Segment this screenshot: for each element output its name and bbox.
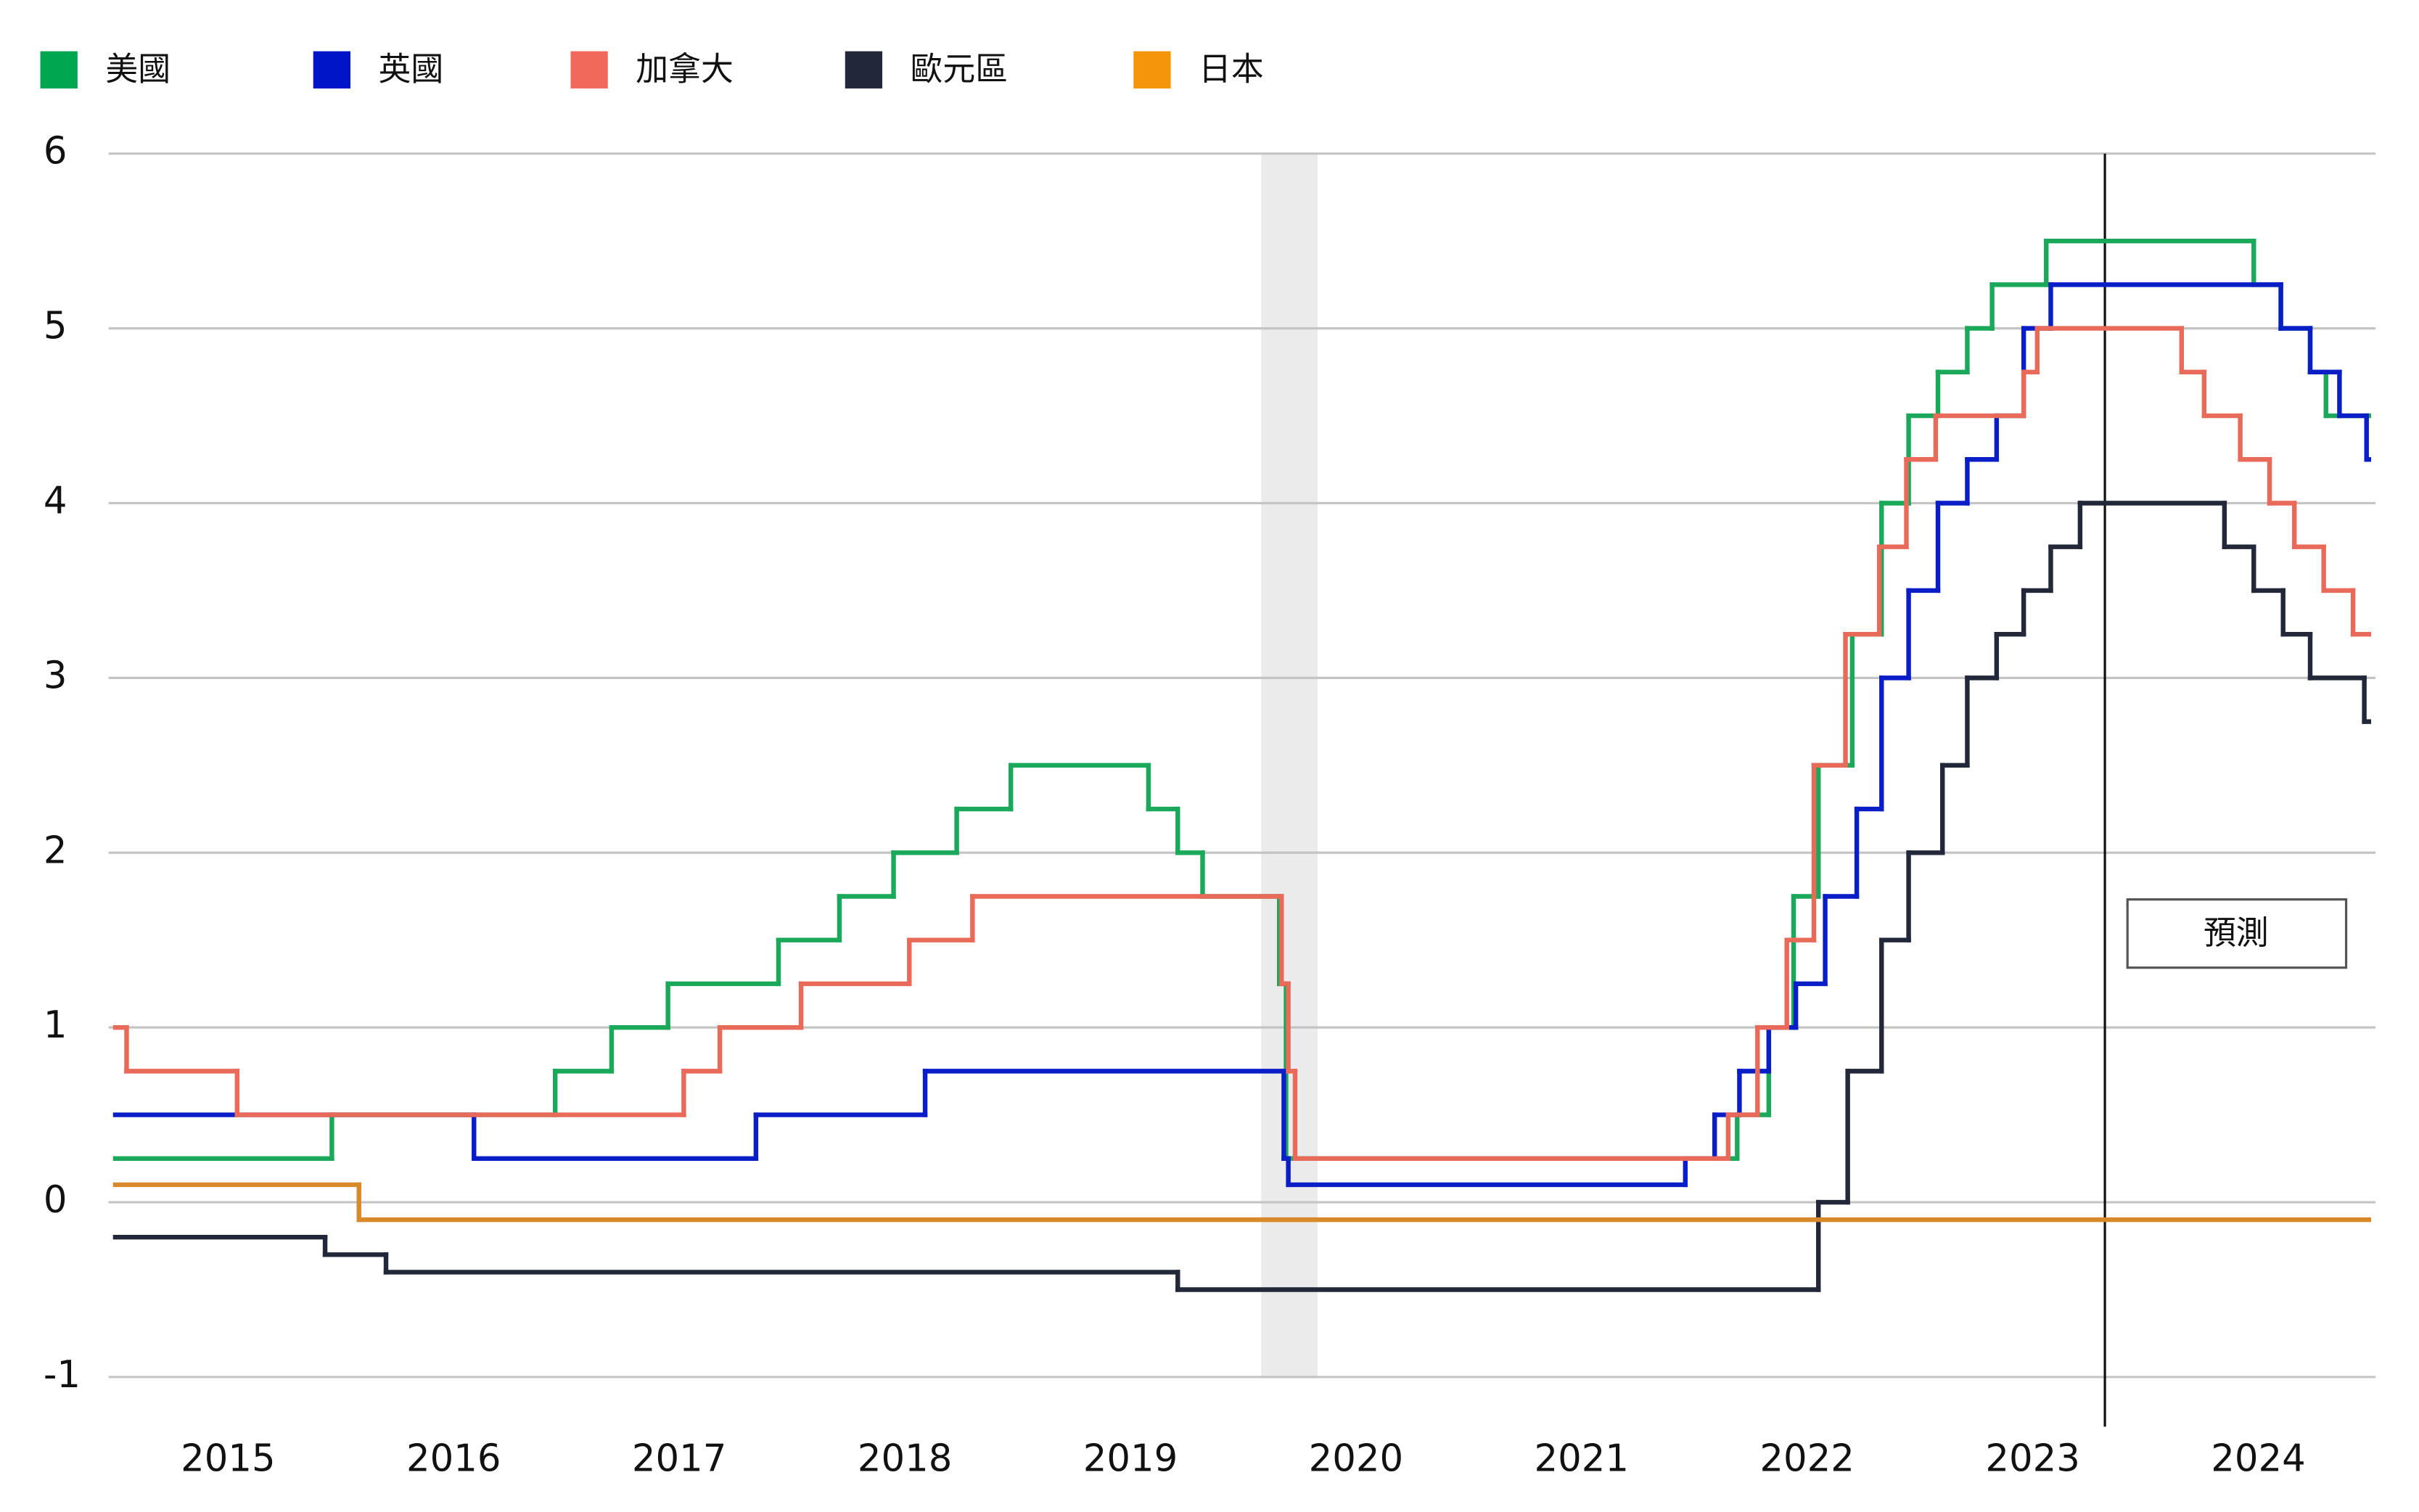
legend-swatch (570, 51, 608, 89)
x-tick-label: 2018 (858, 1437, 953, 1480)
legend-label: 日本 (1199, 49, 1264, 88)
legend-swatch (845, 51, 883, 89)
legend-label: 美國 (105, 49, 171, 88)
y-tick-label: 3 (44, 654, 67, 697)
series-line (112, 1182, 2372, 1223)
legend-swatch (1133, 51, 1171, 89)
series-line (112, 238, 2372, 1162)
x-tick-label: 2016 (406, 1437, 501, 1480)
x-tick-label: 2020 (1309, 1437, 1404, 1480)
x-tick-label: 2022 (1759, 1437, 1855, 1480)
x-tick-label: 2021 (1535, 1437, 1630, 1480)
y-tick-label: 6 (44, 130, 67, 173)
forecast-label: 預測 (2204, 913, 2269, 952)
forecast-box (2126, 898, 2348, 969)
y-tick-label: 2 (44, 829, 67, 872)
x-tick-label: 2023 (1985, 1437, 2080, 1480)
legend-swatch (40, 51, 78, 89)
y-tick-label: 0 (44, 1178, 67, 1222)
series-line (112, 282, 2372, 1188)
x-tick-label: 2024 (2211, 1437, 2306, 1480)
series-line (112, 326, 2372, 1162)
legend-swatch (313, 51, 351, 89)
legend-label: 加拿大 (636, 49, 734, 88)
legend-label: 歐元區 (911, 49, 1009, 88)
recession-band (1261, 153, 1318, 1377)
x-tick-label: 2017 (632, 1437, 727, 1480)
x-tick-label: 2015 (181, 1437, 276, 1480)
y-tick-label: -1 (44, 1353, 81, 1397)
series-line (112, 501, 2372, 1292)
y-tick-label: 1 (44, 1003, 67, 1047)
x-tick-label: 2019 (1083, 1437, 1178, 1480)
y-tick-label: 4 (44, 479, 67, 522)
y-tick-label: 5 (44, 305, 67, 348)
legend-label: 英國 (378, 49, 443, 88)
